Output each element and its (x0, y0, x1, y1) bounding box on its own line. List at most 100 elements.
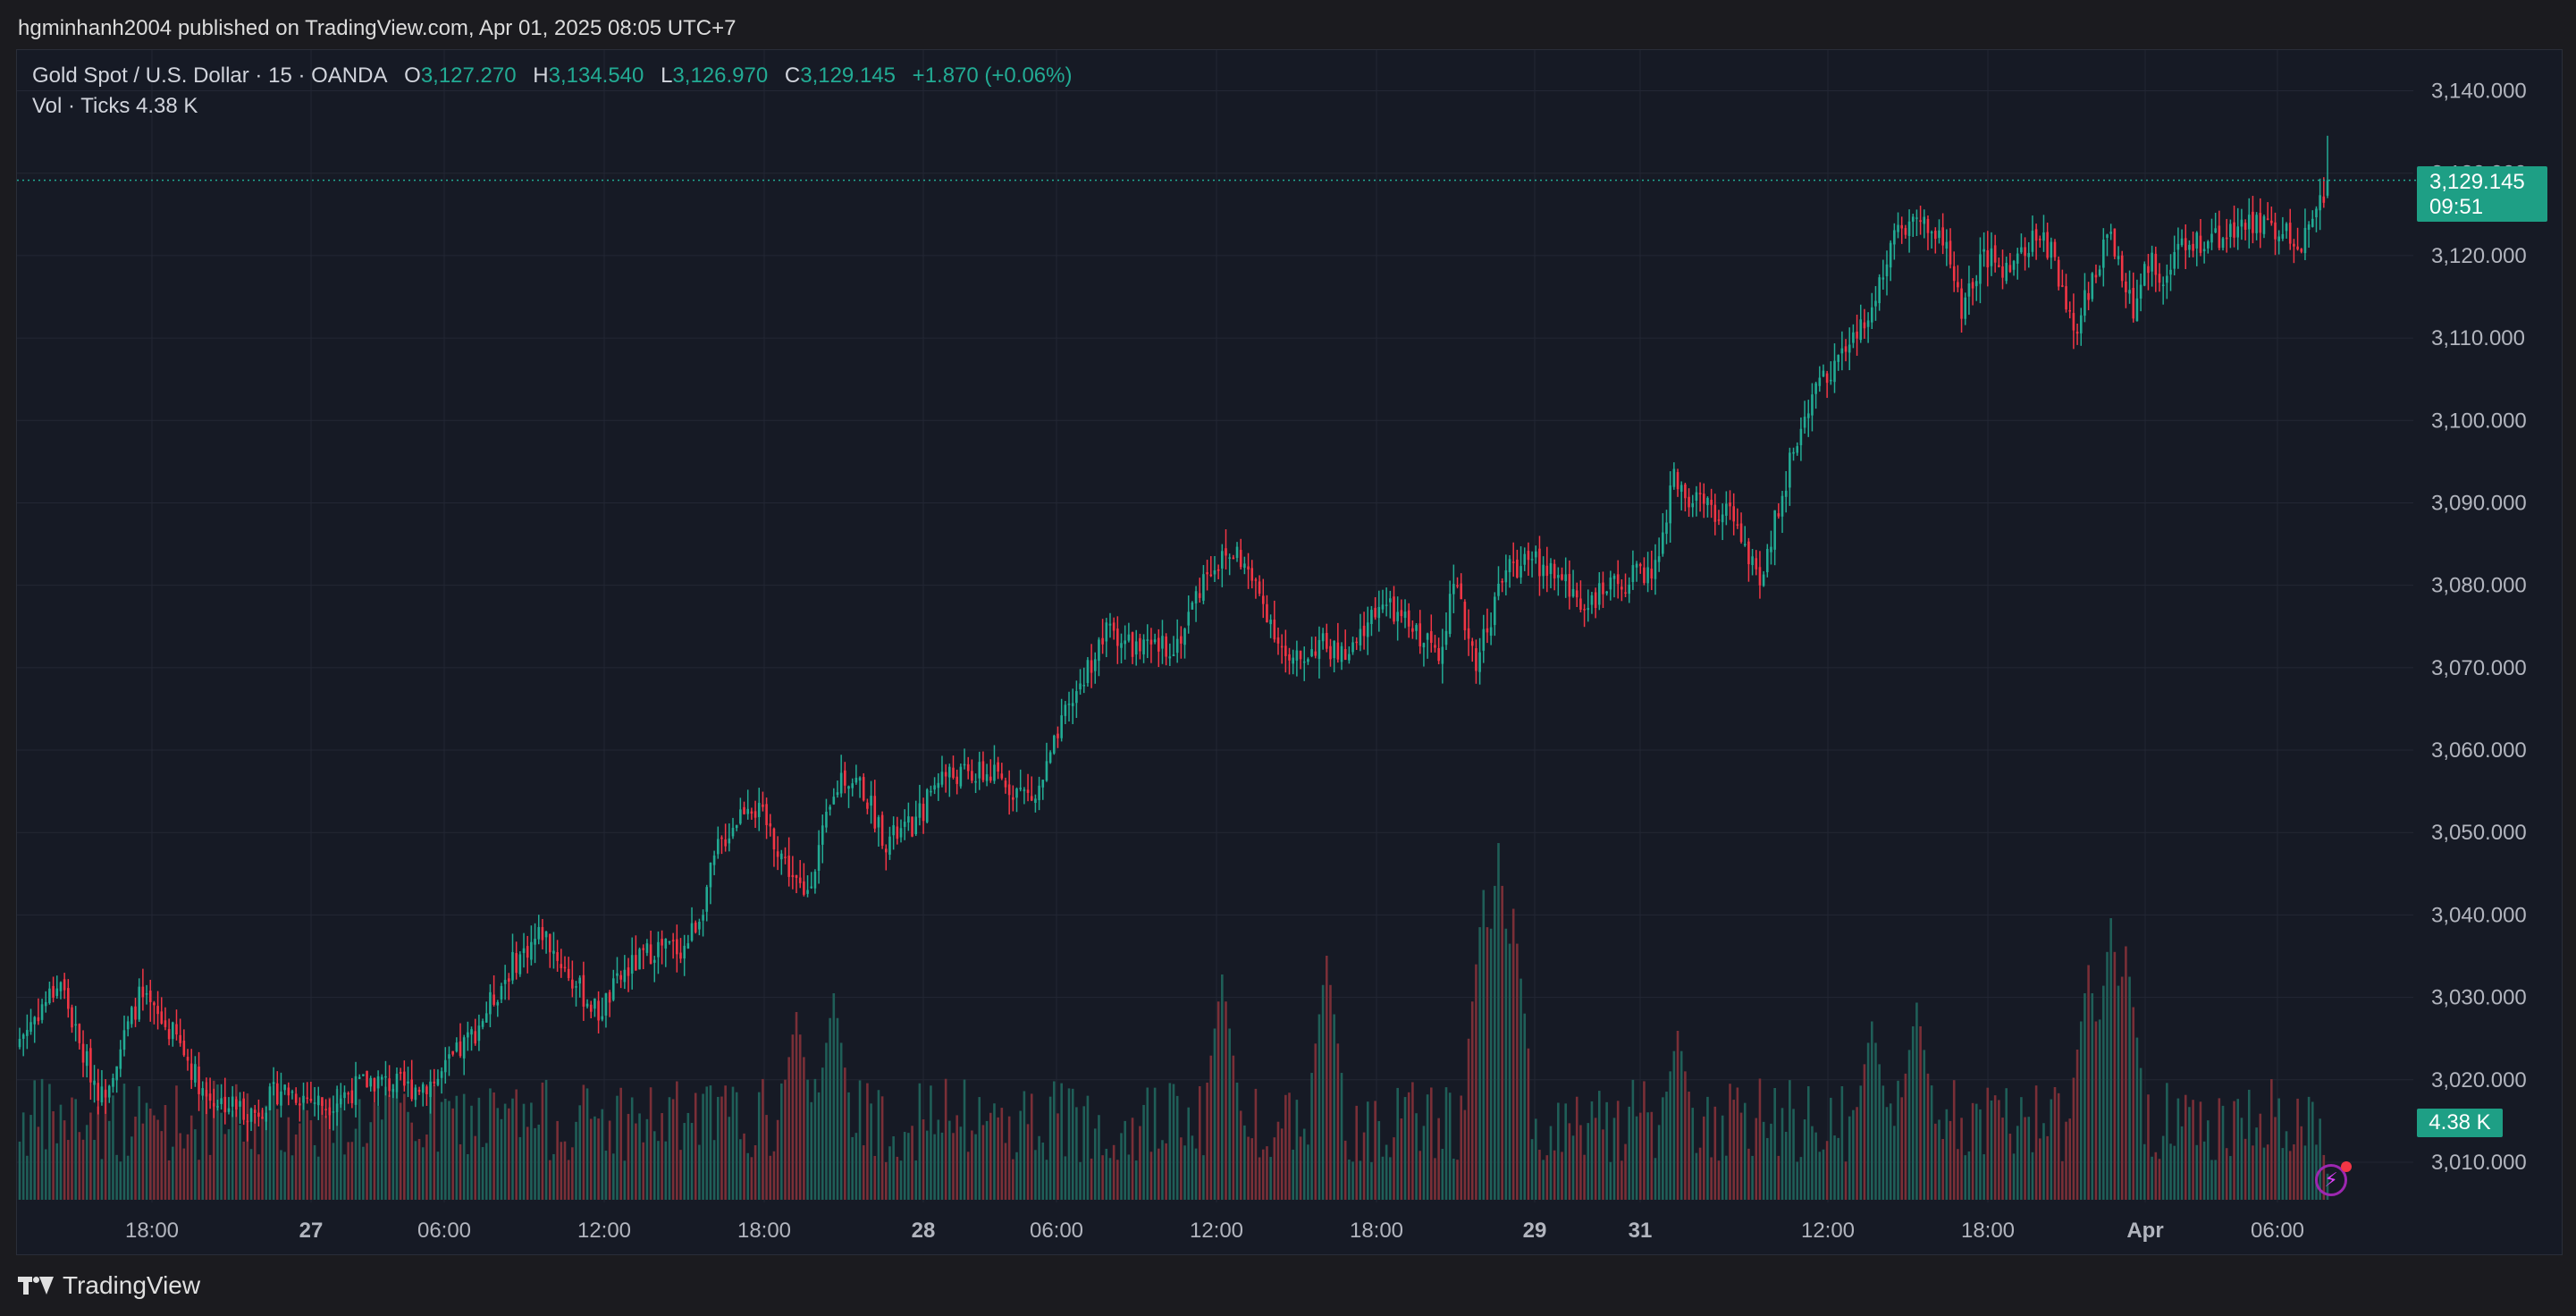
candle-body (380, 1076, 383, 1080)
volume-bar (1979, 1109, 1982, 1200)
volume-bar (1643, 1081, 1646, 1200)
volume-bar (1545, 1155, 1549, 1200)
volume-bar (201, 1100, 205, 1200)
candle-body (1549, 562, 1553, 575)
volume-bar (130, 1136, 133, 1200)
candle-body (981, 761, 985, 780)
volume-bar (2079, 1021, 2083, 1200)
volume-bar (1597, 1091, 1601, 1200)
volume-bar (1034, 1150, 1037, 1200)
volume-bar (608, 1120, 611, 1200)
candle-body (55, 988, 59, 997)
volume-bar (971, 1130, 973, 1200)
volume-bar (1527, 1048, 1530, 1200)
candle-body (810, 886, 813, 889)
volume-bar (63, 1120, 66, 1200)
volume-bar (59, 1104, 63, 1200)
candle-body (712, 855, 716, 865)
candle-body (1470, 641, 1474, 646)
volume-bar (1605, 1101, 1608, 1200)
candle-body (347, 1092, 349, 1095)
candle-body (2113, 228, 2117, 257)
candle-body (679, 952, 682, 959)
volume-bar (1194, 1148, 1198, 1200)
candle-body (1180, 636, 1183, 644)
candle-body (589, 1004, 593, 1012)
y-tick-label: 3,140.000 (2431, 80, 2527, 104)
candle-body (1415, 625, 1418, 631)
candle-body (1247, 566, 1250, 569)
candle-body (2225, 237, 2228, 240)
volume-bar (2042, 1123, 2045, 1200)
candle-body (242, 1098, 245, 1120)
volume-bar (1142, 1104, 1145, 1200)
volume-bar (1437, 1118, 1440, 1200)
volume-bar (635, 1123, 637, 1200)
volume-bar (268, 1091, 272, 1200)
candle-body (194, 1064, 197, 1083)
candle-body (1134, 641, 1138, 655)
volume-bar (145, 1102, 148, 1200)
candle-body (376, 1076, 380, 1089)
volume-bar (997, 1117, 999, 1200)
candle-body (1751, 556, 1754, 566)
candle-body (138, 986, 140, 1020)
candle-body (959, 766, 963, 787)
candle-body (37, 1017, 40, 1022)
candle-body (769, 822, 772, 827)
candle-body (1983, 249, 1985, 252)
volume-bar (2199, 1101, 2202, 1200)
candle-body (791, 874, 795, 878)
candle-body (1198, 593, 1201, 598)
volume-bar (194, 1129, 197, 1200)
volume-bar (1101, 1155, 1104, 1200)
volume-bar (922, 1119, 925, 1200)
volume-bar (578, 1105, 581, 1200)
candle-body (974, 780, 977, 783)
volume-bar (1026, 1124, 1030, 1200)
publish-header: hgminhanh2004 published on TradingView.c… (18, 16, 737, 40)
volume-bar (508, 1108, 510, 1200)
volume-bar (619, 1087, 622, 1200)
volume-bar (1090, 1158, 1093, 1200)
candle-body (261, 1117, 264, 1119)
volume-bar (2262, 1147, 2266, 1200)
candle-body (1938, 230, 1940, 239)
volume-bar (451, 1108, 454, 1200)
volume-bar (1023, 1091, 1026, 1200)
candle-body (2128, 290, 2131, 294)
volume-bar (347, 1142, 349, 1200)
volume-bar (1198, 1086, 1201, 1200)
volume-bar (702, 1093, 704, 1200)
candle-body (410, 1079, 413, 1100)
candle-body (578, 977, 581, 984)
volume-bar (567, 1160, 570, 1200)
volume-bar (511, 1098, 514, 1200)
candle-body (1362, 625, 1366, 637)
volume-bar (854, 1133, 858, 1200)
candle-body (1889, 242, 1892, 268)
candle-body (71, 1007, 73, 1028)
lightning-icon[interactable]: ⚡ (2315, 1161, 2352, 1196)
candle-body (1079, 683, 1082, 690)
volume-bar (1377, 1120, 1381, 1200)
candle-body (1108, 623, 1112, 626)
volume-bar (299, 1123, 301, 1200)
volume-bar (2293, 1144, 2295, 1200)
candle-body (26, 1030, 29, 1036)
candle-body (1511, 561, 1515, 563)
candle-body (762, 804, 764, 807)
volume-bar (1957, 1149, 1959, 1200)
volume-bar (97, 1106, 100, 1200)
volume-bar (78, 1132, 81, 1200)
volume-bar (1307, 1144, 1309, 1200)
volume-bar (933, 1134, 936, 1200)
candle-body (2050, 241, 2053, 258)
candle-body (167, 1029, 171, 1040)
volume-bar (477, 1097, 481, 1200)
candle-body (2192, 243, 2194, 251)
candle-body (829, 806, 831, 810)
candle-body (321, 1097, 324, 1106)
volume-bar (1187, 1107, 1191, 1200)
